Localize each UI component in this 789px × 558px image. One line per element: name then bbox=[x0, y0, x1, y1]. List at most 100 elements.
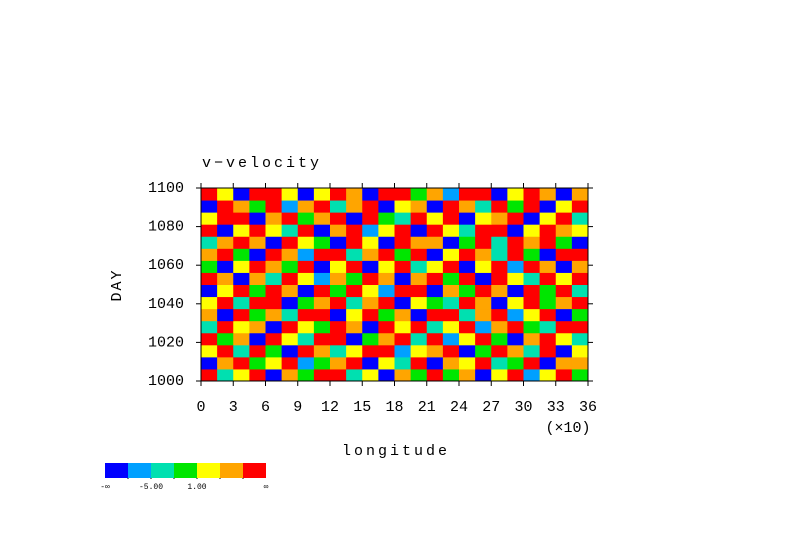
cell bbox=[523, 212, 541, 225]
cell bbox=[571, 236, 589, 249]
cell bbox=[555, 200, 573, 213]
cell bbox=[281, 260, 299, 273]
cell bbox=[571, 224, 589, 237]
cell bbox=[249, 200, 266, 213]
cell bbox=[491, 332, 508, 346]
cell bbox=[313, 200, 331, 213]
cell bbox=[378, 332, 395, 346]
y-tick-label: 1040 bbox=[148, 296, 184, 313]
chart-title: v−velocity bbox=[202, 155, 322, 172]
cell bbox=[330, 200, 347, 213]
cell bbox=[491, 320, 508, 334]
cell bbox=[426, 260, 444, 273]
cell bbox=[475, 260, 492, 273]
cell bbox=[442, 320, 460, 334]
cell bbox=[475, 344, 492, 358]
y-axis-label: DAY bbox=[109, 268, 126, 301]
cell bbox=[507, 344, 524, 358]
cell bbox=[507, 188, 524, 201]
cell bbox=[571, 368, 589, 382]
cell bbox=[249, 188, 266, 201]
cell bbox=[539, 308, 557, 322]
cell bbox=[249, 224, 266, 237]
cell bbox=[378, 272, 395, 285]
cell bbox=[475, 236, 492, 249]
cell bbox=[459, 272, 476, 285]
cell bbox=[539, 332, 557, 346]
cell bbox=[313, 320, 331, 334]
cell bbox=[394, 320, 412, 334]
cell bbox=[265, 188, 283, 201]
cell bbox=[265, 296, 283, 310]
cell bbox=[217, 296, 234, 310]
cell bbox=[475, 368, 492, 382]
cell bbox=[265, 224, 283, 237]
cell bbox=[313, 260, 331, 273]
cell bbox=[571, 344, 589, 358]
cell bbox=[297, 308, 315, 322]
cell bbox=[410, 224, 428, 237]
cell bbox=[330, 320, 347, 334]
cell bbox=[426, 320, 444, 334]
cell bbox=[281, 272, 299, 285]
cell bbox=[346, 308, 363, 322]
cell bbox=[475, 212, 492, 225]
cell bbox=[523, 224, 541, 237]
cell bbox=[249, 344, 266, 358]
cell bbox=[249, 356, 266, 370]
x-tick-label: 24 bbox=[450, 399, 468, 416]
x-tick-label: 18 bbox=[385, 399, 403, 416]
cell bbox=[281, 236, 299, 249]
colorbar-swatch bbox=[128, 463, 151, 478]
cell bbox=[410, 296, 428, 310]
cell bbox=[394, 332, 412, 346]
cell bbox=[507, 200, 524, 213]
cell bbox=[378, 224, 395, 237]
cell bbox=[265, 200, 283, 213]
cell bbox=[378, 344, 395, 358]
cell bbox=[571, 188, 589, 201]
cell bbox=[330, 188, 347, 201]
cell bbox=[313, 224, 331, 237]
cell bbox=[313, 236, 331, 249]
cell bbox=[313, 368, 331, 382]
cell bbox=[410, 236, 428, 249]
cell bbox=[555, 296, 573, 310]
cell bbox=[410, 332, 428, 346]
cell bbox=[313, 356, 331, 370]
cell bbox=[410, 212, 428, 225]
cell bbox=[442, 212, 460, 225]
cell bbox=[362, 212, 379, 225]
cell bbox=[410, 272, 428, 285]
cell bbox=[233, 332, 250, 346]
cell bbox=[426, 212, 444, 225]
cell bbox=[346, 272, 363, 285]
cell bbox=[378, 212, 395, 225]
cell bbox=[362, 272, 379, 285]
cell bbox=[491, 308, 508, 322]
cell bbox=[362, 224, 379, 237]
cell bbox=[201, 188, 218, 201]
cell bbox=[475, 200, 492, 213]
cell bbox=[330, 212, 347, 225]
cell bbox=[378, 356, 395, 370]
cell bbox=[507, 224, 524, 237]
cell bbox=[281, 320, 299, 334]
x-axis-label: longitude bbox=[342, 443, 450, 460]
cell bbox=[410, 344, 428, 358]
cell bbox=[571, 260, 589, 273]
cell bbox=[491, 344, 508, 358]
cell bbox=[507, 212, 524, 225]
cell bbox=[539, 188, 557, 201]
cell bbox=[442, 368, 460, 382]
cell bbox=[249, 236, 266, 249]
cell bbox=[475, 272, 492, 285]
cell bbox=[362, 200, 379, 213]
cell bbox=[265, 320, 283, 334]
cell bbox=[201, 272, 218, 285]
cell bbox=[523, 188, 541, 201]
cell bbox=[475, 224, 492, 237]
cell bbox=[539, 260, 557, 273]
cell bbox=[201, 368, 218, 382]
cell bbox=[265, 368, 283, 382]
